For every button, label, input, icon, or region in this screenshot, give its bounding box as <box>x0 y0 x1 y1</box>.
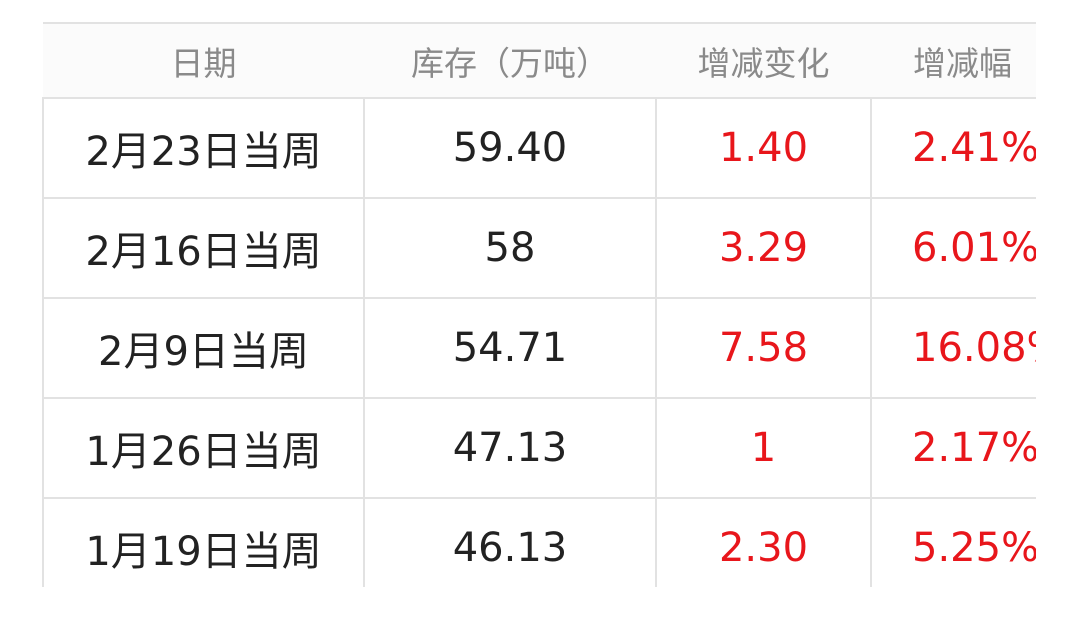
pct-cell: 6.01% <box>870 197 1036 299</box>
date-cell: 2月9日当周 <box>42 297 365 399</box>
inventory-table-container: 日期 库存（万吨） 增减变化 增减幅 2月23日当周 59.40 1.40 2.41%… <box>42 22 1036 587</box>
table-row: 2月23日当周 59.40 1.40 2.41% <box>42 97 1036 199</box>
header-change: 增减变化 <box>656 22 871 99</box>
date-cell: 2月23日当周 <box>42 97 365 199</box>
inventory-cell: 46.13 <box>363 497 657 587</box>
date-cell: 1月26日当周 <box>42 397 365 499</box>
change-cell: 3.29 <box>655 197 872 299</box>
date-cell: 2月16日当周 <box>42 197 365 299</box>
inventory-cell: 47.13 <box>363 397 657 499</box>
table-row: 2月16日当周 58 3.29 6.01% <box>42 197 1036 299</box>
table-row: 1月26日当周 47.13 1 2.17% <box>42 397 1036 499</box>
inventory-table: 日期 库存（万吨） 增减变化 增减幅 2月23日当周 59.40 1.40 2.41%… <box>42 22 1036 587</box>
pct-cell: 16.08% <box>870 297 1036 399</box>
date-cell: 1月19日当周 <box>42 497 365 587</box>
inventory-cell: 54.71 <box>363 297 657 399</box>
header-pct: 增减幅 <box>871 22 1036 99</box>
pct-cell: 2.41% <box>870 97 1036 199</box>
inventory-cell: 59.40 <box>363 97 657 199</box>
table-row: 1月19日当周 46.13 2.30 5.25% <box>42 497 1036 587</box>
change-cell: 2.30 <box>655 497 872 587</box>
pct-cell: 5.25% <box>870 497 1036 587</box>
change-cell: 7.58 <box>655 297 872 399</box>
pct-cell: 2.17% <box>870 397 1036 499</box>
header-inventory: 库存（万吨） <box>364 22 656 99</box>
change-cell: 1 <box>655 397 872 499</box>
header-date: 日期 <box>43 22 364 99</box>
inventory-cell: 58 <box>363 197 657 299</box>
change-cell: 1.40 <box>655 97 872 199</box>
header-row: 日期 库存（万吨） 增减变化 增减幅 <box>43 22 1036 99</box>
